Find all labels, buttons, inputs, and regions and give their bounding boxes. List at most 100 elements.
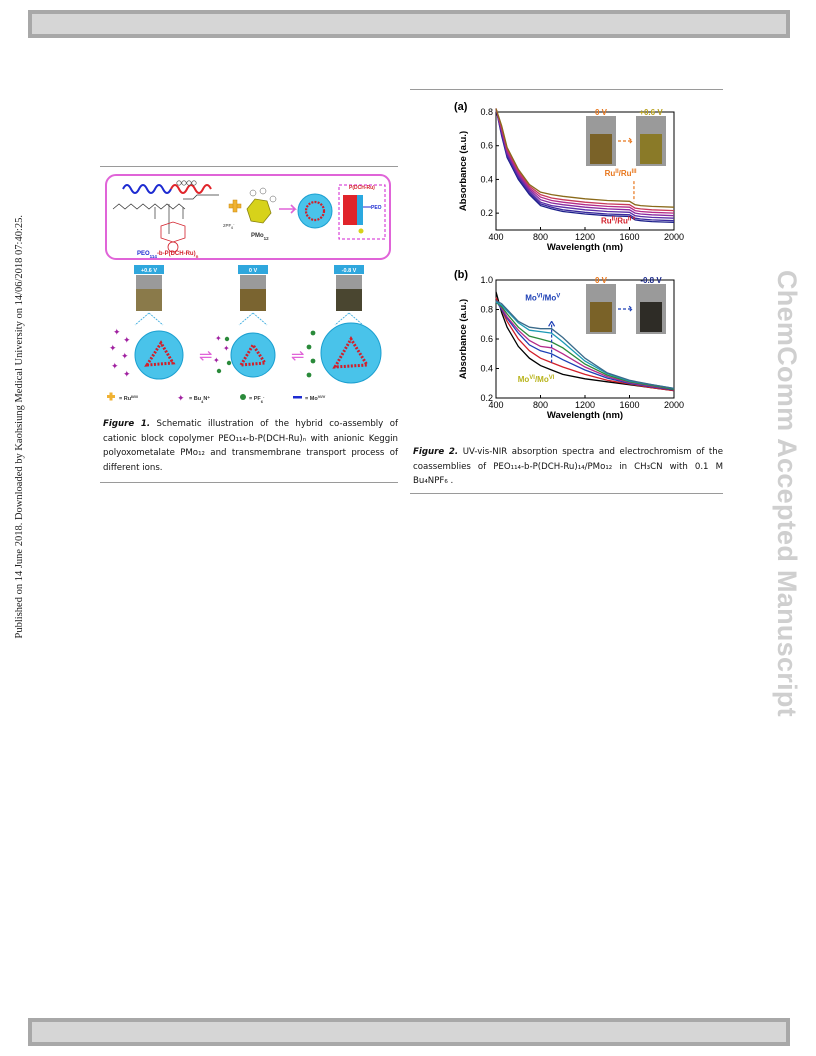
- series-line-6: [495, 301, 675, 390]
- panel-label: (b): [454, 269, 468, 281]
- y-tick-label: 0.4: [480, 364, 493, 374]
- series-line-6: [495, 108, 675, 212]
- cuvette-label-1: 0 V: [595, 108, 608, 117]
- arrow-right-icon: [618, 305, 634, 313]
- legend-bu-label: = Bu4N⁺: [189, 395, 210, 404]
- pf6-label: 2PF6-: [223, 222, 235, 230]
- series-line-3: [495, 108, 675, 219]
- x-tick-label: 800: [533, 232, 548, 242]
- legend-ru-icon: [107, 392, 115, 401]
- figure1-scheme: 2PF6- PEO114-b-P(DCH-Ru)n PMo12 P(DCH-Ru…: [105, 174, 391, 404]
- watermark-text: ChemComm Accepted Manuscript: [772, 270, 802, 717]
- y-tick-label: 1.0: [480, 275, 493, 285]
- y-tick-label: 0.6: [480, 141, 493, 151]
- svg-text:✦: ✦: [123, 336, 131, 346]
- figure1-caption-label: Figure 1.: [103, 419, 151, 429]
- figure1-top-rule: [100, 166, 398, 167]
- series-line-1: [495, 108, 675, 224]
- annotation-arrowhead-1: [548, 320, 556, 327]
- download-notice: Published on 14 June 2018. Downloaded by…: [4, 215, 25, 655]
- svg-text:✦: ✦: [215, 334, 222, 343]
- legend-mo-icon: [293, 396, 302, 399]
- legend-pf6-icon: [240, 394, 246, 400]
- series-line-7: [495, 108, 675, 208]
- figure2-top-rule: [410, 89, 723, 90]
- vial-voltage-2: 0 V: [249, 268, 258, 274]
- figure2-caption-label: Figure 2.: [413, 447, 459, 457]
- scheme-top-frame: [105, 174, 391, 260]
- series-line-1: [495, 291, 675, 392]
- y-axis-title: Absorbance (a.u.): [458, 299, 469, 379]
- annotation-label-1: MoVI/MoV: [525, 294, 560, 303]
- annotation-label-2: MoVI/MoVI: [518, 375, 555, 384]
- charge-markers-icon: [176, 180, 197, 186]
- figure1-caption-text: Schematic illustration of the hybrid co-…: [103, 419, 398, 473]
- vesicle-neutral-icon: ✦✦✦: [213, 332, 276, 378]
- equilibrium-icon-1: ⇌: [199, 346, 212, 365]
- cuvette-1-liquid: [590, 134, 612, 164]
- watermark: ChemComm Accepted Manuscript: [752, 270, 802, 780]
- x-tick-label: 2000: [664, 400, 684, 410]
- pmo12-cluster-icon: [246, 187, 277, 224]
- x-tick-label: 800: [533, 400, 548, 410]
- series-line-2: [495, 297, 675, 392]
- legend-ru-label: = RuII/III: [119, 394, 138, 403]
- panel-label: (a): [454, 101, 468, 113]
- vial-group-1: +0.6 V: [134, 265, 164, 326]
- series-line-4: [495, 108, 675, 217]
- chart-panel-b: (b) 400 800 1200 1600 2000 0.2 0.4 0.6 0.8 1.0 Wave…: [454, 269, 684, 421]
- figure2-caption: Figure 2. UV-vis-NIR absorption spectra …: [413, 445, 723, 489]
- figure1-bottom-rule: [100, 482, 398, 483]
- chart-panel-a: (a) 400 800 1200 1600 2000 0.2 0.4 0.6 0.8 Wavelen…: [454, 101, 684, 253]
- vesicle-oxidized-icon: ✦✦✦✦✦✦: [109, 328, 184, 380]
- arrow-right-icon: [618, 137, 634, 145]
- series-line-7: [495, 300, 675, 390]
- ru-complex-icon: [160, 221, 186, 253]
- x-tick-label: 2000: [664, 232, 684, 242]
- series-line-5: [495, 108, 675, 214]
- inset-pdch-label: P(DCH-Ru): [349, 185, 375, 191]
- series-line-2: [495, 108, 675, 222]
- x-axis-title: Wavelength (nm): [547, 410, 623, 421]
- inset-peo-label: PEO: [371, 205, 382, 211]
- x-tick-label: 400: [488, 400, 503, 410]
- x-tick-label: 1200: [575, 232, 595, 242]
- y-tick-label: 0.6: [480, 334, 493, 344]
- inset-membrane-icon: [338, 184, 386, 240]
- cuvette-label-2: -0.8 V: [640, 276, 662, 285]
- svg-text:✦: ✦: [123, 370, 131, 380]
- series-line-4: [495, 300, 675, 390]
- x-tick-label: 400: [488, 232, 503, 242]
- legend-bu-icon: ✦: [177, 394, 185, 404]
- vial-voltage-1: +0.6 V: [141, 268, 157, 274]
- x-axis-title: Wavelength (nm): [547, 242, 623, 253]
- plus-icon: [228, 199, 242, 213]
- vial-group-3: -0.8 V: [334, 265, 364, 326]
- vial-group-2: 0 V: [238, 265, 268, 326]
- download-notice-text: Published on 14 June 2018. Downloaded by…: [14, 215, 25, 639]
- y-tick-label: 0.8: [480, 107, 493, 117]
- peo-wave-icon: [122, 184, 172, 194]
- svg-text:✦: ✦: [109, 344, 117, 354]
- y-tick-label: 0.2: [480, 208, 493, 218]
- polymer-structure-icon: [112, 194, 219, 234]
- legend-mo-label: = MoVI/V: [305, 394, 326, 403]
- cuvette-label-1: 0 V: [595, 276, 608, 285]
- vial-voltage-3: -0.8 V: [342, 268, 357, 274]
- y-tick-label: 0.2: [480, 393, 493, 403]
- footer-bar: [28, 1018, 790, 1046]
- figure2-bottom-rule: [410, 493, 723, 494]
- cuvette-1-liquid: [590, 302, 612, 332]
- cuvette-2-liquid: [640, 302, 662, 332]
- arrow-right-icon: [279, 204, 297, 214]
- svg-text:✦: ✦: [113, 328, 121, 338]
- header-bar: [28, 10, 790, 38]
- svg-text:✦: ✦: [111, 362, 119, 372]
- x-tick-label: 1200: [575, 400, 595, 410]
- vesicle-reduced-icon: [306, 322, 382, 384]
- y-axis-title: Absorbance (a.u.): [458, 131, 469, 211]
- x-tick-label: 1600: [619, 232, 639, 242]
- y-tick-label: 0.8: [480, 305, 493, 315]
- pdch-wave-icon: [170, 184, 212, 194]
- annotation-label-2: RuII/RuII: [601, 216, 632, 225]
